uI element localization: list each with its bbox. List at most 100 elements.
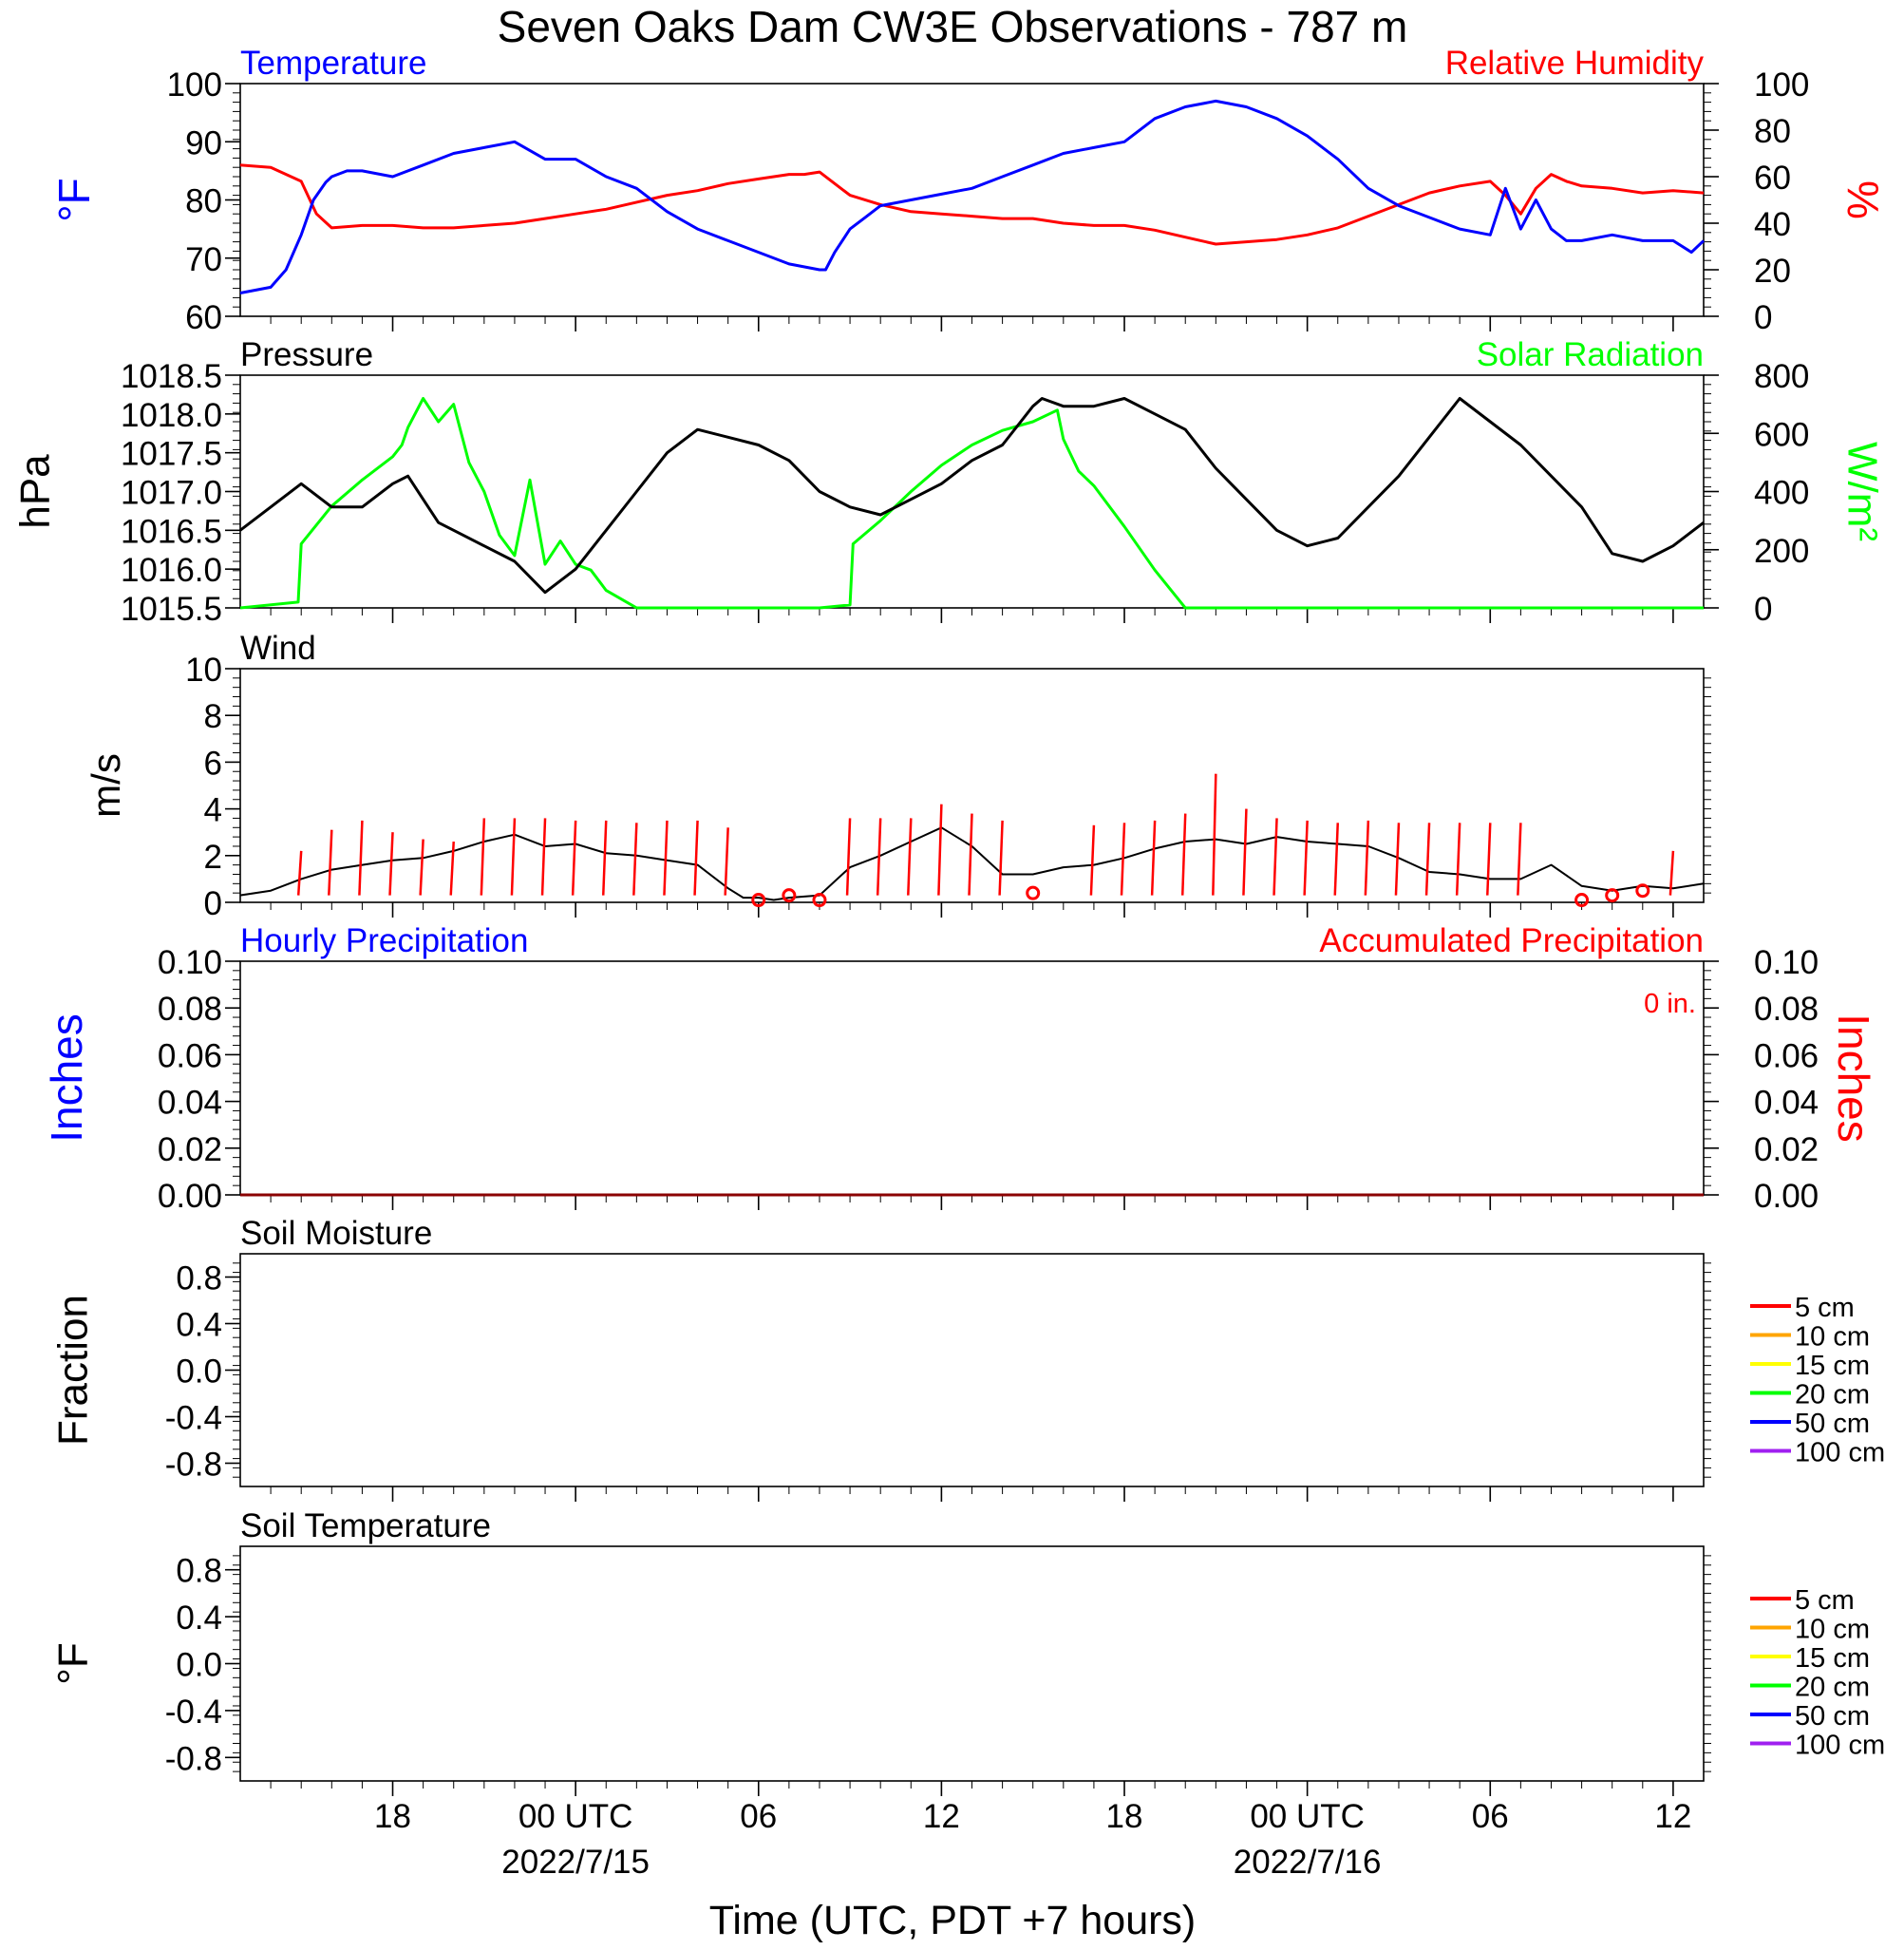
legend-label: 15 cm [1795,1643,1870,1674]
left-tick-label: -0.4 [165,1400,222,1437]
panel-left-title: Wind [240,630,316,667]
wind-barb [693,820,699,896]
wind-barb [1394,823,1401,896]
x-axis-label: Time (UTC, PDT +7 hours) [709,1898,1197,1943]
legend-label: 10 cm [1795,1322,1870,1353]
wind-barb [1333,823,1339,896]
wind-barb [480,818,486,896]
right-tick-label: 40 [1754,206,1791,243]
wind-barb [449,841,455,896]
right-tick-label: 0.04 [1754,1085,1819,1122]
legend-label: 100 cm [1795,1438,1885,1468]
wind-barb [1272,818,1278,896]
right-axis-unit: W/m² [1838,442,1885,541]
left-tick-label: 0.08 [158,991,222,1028]
left-axis-unit: hPa [12,454,59,529]
panel-wind: 10 8 6 4 2 0 Wind m/s [84,630,1711,922]
wind-barb [1517,823,1522,896]
left-tick-label: 0.10 [158,944,222,981]
right-tick-label: 600 [1754,416,1809,453]
wind-barb [1120,823,1126,896]
panel-right-title: Solar Radiation [1477,336,1704,373]
wind-barb [1150,820,1157,896]
right-tick-label: 60 [1754,160,1791,197]
wind-barb [358,820,364,896]
wind-barb [876,818,882,896]
wind-barb [296,850,303,896]
wind-barb [998,820,1004,896]
x-tick-label: 12 [1654,1798,1691,1835]
left-tick-label: 80 [185,183,222,220]
legend-label: 20 cm [1795,1380,1870,1410]
x-tick-label: 18 [1106,1798,1143,1835]
right-tick-label: 0 [1754,591,1772,628]
left-tick-label: 0.0 [176,1647,222,1684]
wind-barb [328,829,333,896]
x-date-label: 2022/7/16 [1234,1844,1382,1881]
legend-label: 50 cm [1795,1701,1870,1732]
wind-barb [1486,823,1492,896]
left-tick-label: 1018.0 [121,397,222,434]
wind-barb [937,804,943,896]
calm-wind-marker [812,893,827,908]
right-tick-label: 0.08 [1754,991,1819,1028]
panel-pressure-solar: 1018.51018.01017.51017.01016.51016.01015… [12,336,1886,628]
left-tick-label: 8 [204,698,222,735]
left-tick-label: 0.06 [158,1037,222,1074]
left-axis-unit: m/s [84,753,128,818]
left-tick-label: 0.4 [176,1600,222,1637]
calm-wind-marker [782,888,797,903]
right-axis-unit: Inches [1829,1013,1878,1143]
wind-barb [1212,773,1217,896]
panel-right-title: Relative Humidity [1445,45,1705,82]
right-tick-label: 0 [1754,299,1772,336]
legend-label: 15 cm [1795,1351,1870,1381]
right-tick-label: 100 [1754,66,1809,104]
left-tick-label: -0.8 [165,1740,222,1777]
panel-temperature-humidity: 100 90 80 70 60 100 80 60 40 20 0 Temperature Relati… [49,45,1888,336]
calm-wind-marker [751,893,766,908]
left-tick-label: 10 [185,652,222,689]
wind-barb [1424,823,1431,896]
left-tick-label: 6 [204,745,222,782]
x-tick-label: 00 UTC [518,1798,633,1835]
wind-barb [602,820,608,896]
legend-label: 5 cm [1795,1585,1855,1616]
wind-barb [1303,820,1309,896]
left-tick-label: 70 [185,241,222,278]
left-tick-label: 100 [167,66,222,104]
panel-soil-moisture: 0.8 0.4 0.0 -0.4 -0.8 Soil Moisture Fraction 5 … [50,1215,1885,1502]
left-tick-label: 1017.5 [121,436,222,473]
left-axis-unit: Fraction [50,1295,97,1446]
left-tick-label: -0.4 [165,1694,222,1731]
panel-right-title: Accumulated Precipitation [1319,922,1704,959]
wind-barb [1455,823,1461,896]
right-tick-label: 80 [1754,113,1791,150]
temperature-line [239,99,1706,294]
right-tick-label: 20 [1754,253,1791,290]
left-tick-label: 0.8 [176,1553,222,1590]
wind-barb [388,832,394,896]
wind-barb [1668,850,1675,896]
calm-wind-marker [1574,893,1590,908]
x-tick-label: 06 [740,1798,777,1835]
left-tick-label: -0.8 [165,1447,222,1484]
left-tick-label: 4 [204,792,222,829]
wind-barb [724,827,729,896]
solar-radiation-line [239,397,1704,610]
left-tick-label: 60 [185,299,222,336]
left-tick-label: 1015.5 [121,591,222,628]
accumulated-label: 0 in. [1644,989,1696,1019]
calm-wind-marker [1026,885,1041,900]
right-axis-unit: % [1838,180,1888,219]
left-tick-label: 0.04 [158,1085,222,1122]
panel-left-title: Soil Moisture [240,1215,432,1252]
right-tick-label: 400 [1754,475,1809,512]
x-date-label: 2022/7/15 [501,1844,650,1881]
right-tick-label: 0.10 [1754,944,1819,981]
calm-wind-marker [1605,888,1620,903]
left-tick-label: 1016.5 [121,513,222,550]
x-tick-label: 00 UTC [1250,1798,1365,1835]
legend-label: 5 cm [1795,1293,1855,1323]
left-tick-label: 90 [185,124,222,161]
